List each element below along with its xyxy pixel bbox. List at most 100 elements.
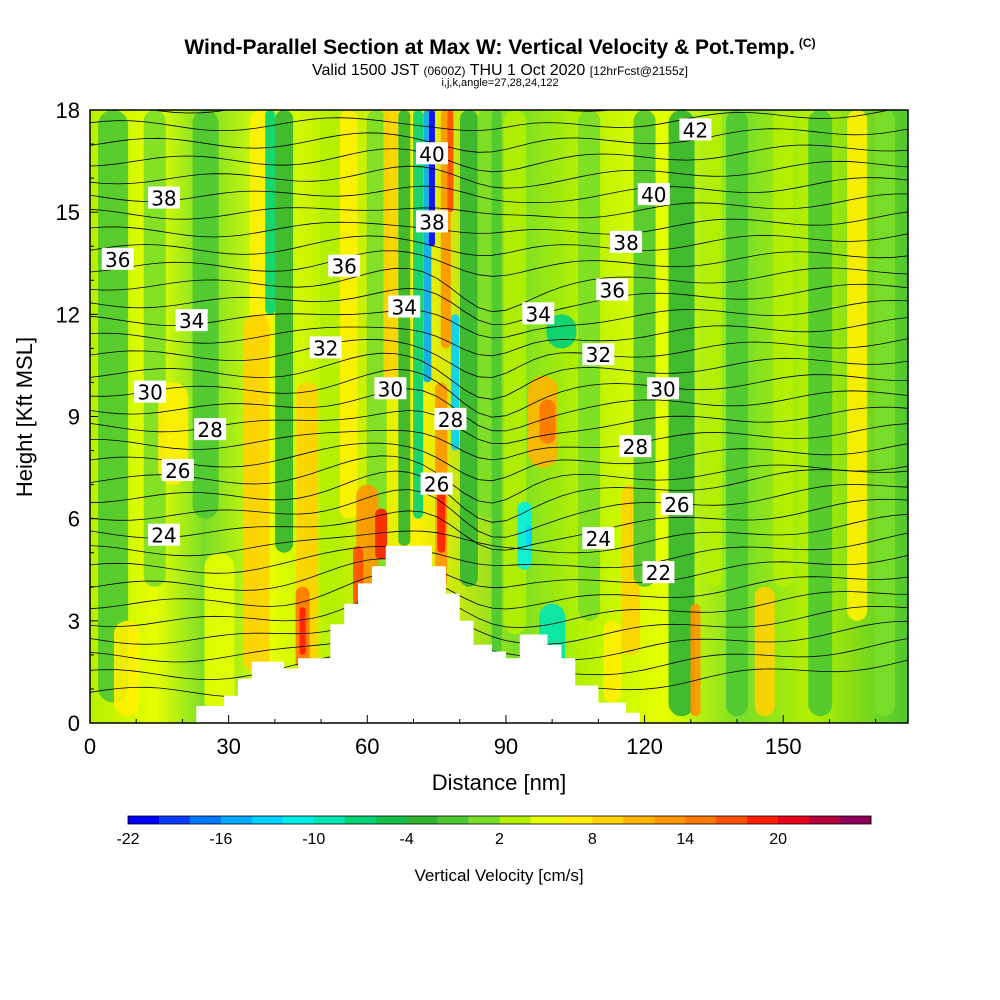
colorbar-tick-label: 8: [588, 831, 597, 848]
theta-label-text: 26: [165, 459, 190, 483]
y-tick-label: 3: [68, 609, 80, 634]
isentrope-line: [90, 177, 908, 204]
chart-title-text: Wind-Parallel Section at Max W: Vertical…: [184, 36, 795, 59]
theta-label-box: [610, 230, 643, 253]
velocity-streak: [437, 491, 446, 553]
theta-label-text: 28: [623, 435, 648, 459]
theta-label-text: 42: [683, 118, 708, 142]
colorbar-tick-label: -4: [400, 831, 414, 848]
colorbar-swatch: [623, 816, 655, 824]
velocity-streak: [491, 110, 502, 717]
theta-label-text: 32: [586, 343, 611, 367]
theta-label-text: 22: [646, 561, 671, 585]
x-tick-label: 150: [765, 734, 802, 759]
theta-label: 28: [434, 407, 467, 432]
theta-label: 34: [522, 302, 555, 326]
theta-label-text: 24: [151, 524, 176, 548]
theta-label: 28: [194, 418, 227, 442]
colorbar-swatch: [158, 816, 191, 824]
isentrope-line: [90, 250, 908, 277]
y-tick-label: 0: [68, 711, 80, 736]
theta-label-box: [194, 418, 227, 441]
isentrope-line: [90, 110, 892, 132]
isentrope-line: [90, 442, 908, 482]
isentrope-line: [90, 589, 908, 629]
y-tick-label: 6: [68, 507, 80, 532]
velocity-streak: [299, 607, 306, 655]
utc-time: (0600Z): [423, 64, 466, 78]
velocity-streak: [366, 110, 387, 587]
y-tick-label: 18: [56, 98, 80, 123]
isentrope-line: [90, 572, 908, 610]
velocity-streak: [459, 110, 478, 587]
theta-label: 40: [637, 183, 670, 207]
x-axis: 0 30 60 90 120 150: [84, 715, 877, 759]
theta-label: 36: [596, 278, 629, 302]
velocity-streak: [204, 552, 235, 717]
y-tick-label: 9: [68, 405, 80, 430]
theta-label-text: 34: [526, 302, 551, 326]
valid-date: THU 1 Oct 2020: [469, 62, 586, 79]
theta-label-box: [582, 343, 615, 366]
colorbar-swatch: [375, 816, 408, 824]
x-tick-label: 0: [84, 734, 96, 759]
velocity-streak: [847, 110, 868, 621]
velocity-streak: [754, 586, 775, 717]
forecast-info: [12hrFcst@2155z]: [589, 64, 688, 78]
theta-label: 42: [679, 118, 712, 142]
isentrope-line: [90, 423, 908, 461]
theta-label: 30: [134, 380, 167, 405]
theta-label-box: [415, 142, 448, 165]
isentrope-line: [90, 406, 908, 444]
theta-label-box: [582, 527, 615, 550]
colorbar-swatch: [313, 816, 346, 824]
velocity-streak: [539, 399, 556, 444]
isentrope-line: [90, 317, 908, 357]
theta-label: 38: [147, 186, 180, 211]
theta-label-text: 40: [419, 142, 444, 166]
theta-label-box: [147, 186, 180, 209]
theta-label-box: [642, 561, 675, 584]
colorbar-swatch: [654, 816, 686, 824]
theta-label-box: [637, 183, 670, 206]
isentropes: [90, 110, 908, 698]
colorbar-swatch: [530, 816, 562, 824]
velocity-streak: [517, 501, 532, 570]
theta-label-box: [420, 472, 453, 495]
colorbar: -22 -16 -10 -4 2 8 14 20: [116, 815, 872, 848]
y-axis-title: Height [Kft MSL]: [12, 337, 37, 497]
colorbar-title: Vertical Velocity [cm/s]: [414, 866, 583, 885]
theta-label-text: 28: [197, 418, 222, 442]
colorbar-tick-label: 2: [495, 831, 504, 848]
velocity-streak: [265, 110, 276, 315]
theta-label-text: 30: [650, 377, 675, 401]
theta-label-box: [134, 380, 167, 403]
isentrope-line: [90, 352, 908, 400]
theta-label-box: [660, 493, 693, 516]
isentrope-line: [90, 211, 908, 238]
isentrope-line: [90, 498, 908, 551]
colorbar-swatch: [840, 816, 872, 824]
x-tick-label: 120: [626, 734, 663, 759]
colorbar-tick-label: -22: [116, 831, 139, 848]
valid-time: Valid 1500 JST: [312, 62, 420, 79]
isentrope-line: [90, 128, 908, 153]
x-tick-label: 90: [494, 734, 518, 759]
colorbar-swatch: [406, 816, 439, 824]
isentrope-line: [90, 469, 908, 523]
x-tick-label: 60: [355, 734, 379, 759]
isentrope-line: [90, 532, 908, 574]
theta-label-text: 36: [599, 278, 624, 302]
y-tick-label: 12: [56, 302, 80, 327]
theta-label-text: 34: [179, 309, 204, 333]
velocity-streak: [668, 110, 695, 717]
theta-label-text: 30: [378, 377, 403, 401]
isentrope-line: [90, 483, 908, 538]
colorbar-swatch: [468, 816, 500, 824]
colorbar-swatch: [747, 816, 779, 824]
theta-label-box: [415, 210, 448, 233]
theta-label-box: [679, 118, 712, 141]
